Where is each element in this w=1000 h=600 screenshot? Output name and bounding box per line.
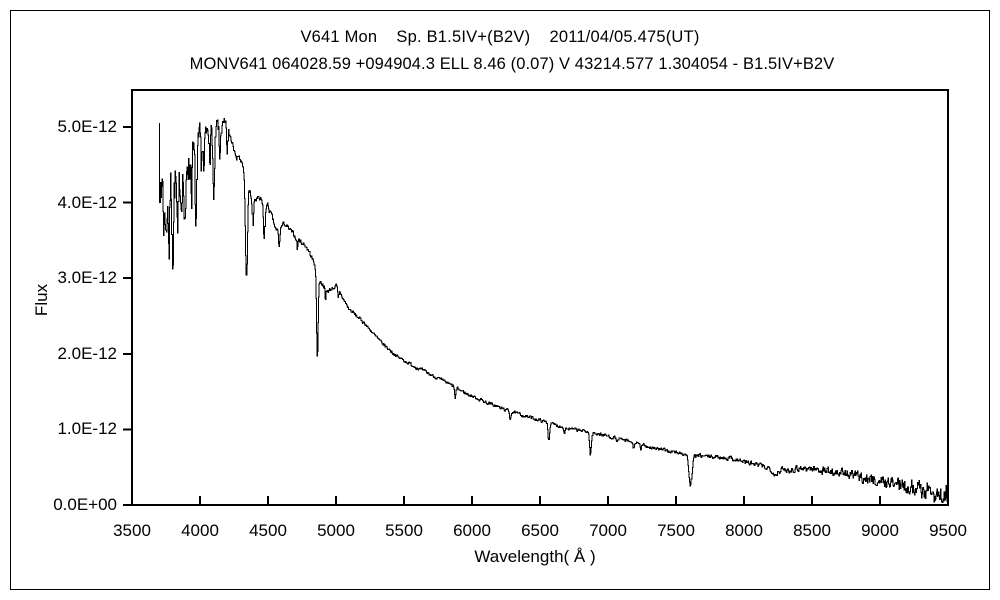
x-tick-label: 8500 xyxy=(793,521,831,540)
y-axis-label: Flux xyxy=(32,283,51,317)
plot-frame xyxy=(131,89,949,506)
y-tick-label: 2.0E-12 xyxy=(57,343,117,363)
x-tick-label: 4500 xyxy=(249,521,287,540)
x-tick-label: 4000 xyxy=(181,521,219,540)
spectrum-path xyxy=(159,118,949,504)
y-tick-label: 1.0E-12 xyxy=(57,419,117,439)
outer-border xyxy=(10,10,990,590)
x-tick-label: 9000 xyxy=(861,521,899,540)
y-tick-label: 3.0E-12 xyxy=(57,268,117,288)
y-tick-label: 5.0E-12 xyxy=(57,117,117,137)
chart-title: V641 Mon Sp. B1.5IV+(B2V) 2011/04/05.475… xyxy=(300,28,700,46)
y-tick-label: 4.0E-12 xyxy=(57,192,117,212)
x-tick-label: 6000 xyxy=(453,521,491,540)
x-tick-label: 8000 xyxy=(725,521,763,540)
x-tick-label: 5500 xyxy=(385,521,423,540)
y-tick-label: 0.0E+00 xyxy=(53,495,117,514)
x-tick-label: 7000 xyxy=(589,521,627,540)
chart-subtitle: MONV641 064028.59 +094904.3 ELL 8.46 (0.… xyxy=(189,55,835,73)
x-tick-label: 9500 xyxy=(929,521,967,540)
x-tick-label: 6500 xyxy=(521,521,559,540)
x-tick-label: 5000 xyxy=(317,521,355,540)
x-axis-label: Wavelength( Å ) xyxy=(474,547,596,566)
x-tick-label: 3500 xyxy=(113,521,151,540)
x-tick-label: 7500 xyxy=(657,521,695,540)
